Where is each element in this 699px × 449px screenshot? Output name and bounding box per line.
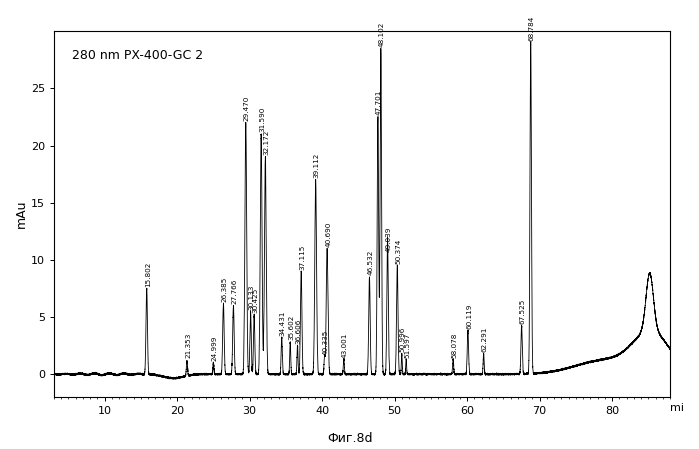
Text: 15.802: 15.802	[145, 261, 151, 287]
Text: 47.701: 47.701	[376, 90, 382, 115]
Text: 68.784: 68.784	[529, 16, 535, 41]
Text: 62.291: 62.291	[482, 326, 488, 352]
Text: 48.102: 48.102	[379, 21, 385, 47]
Text: 27.766: 27.766	[231, 278, 238, 304]
Y-axis label: mAu: mAu	[15, 200, 28, 229]
Text: 280 nm PX-400-GC 2: 280 nm PX-400-GC 2	[73, 49, 203, 62]
Text: 24.999: 24.999	[212, 335, 217, 361]
Text: 43.001: 43.001	[342, 332, 348, 357]
Text: 40.690: 40.690	[325, 221, 331, 247]
Text: 51.597: 51.597	[404, 332, 410, 357]
Text: 29.470: 29.470	[244, 96, 250, 121]
Text: 49.039: 49.039	[386, 227, 391, 252]
Text: 60.119: 60.119	[466, 304, 472, 329]
Text: 31.590: 31.590	[259, 107, 265, 132]
Text: 37.115: 37.115	[299, 244, 305, 269]
Text: 30.425: 30.425	[252, 288, 258, 313]
Text: 30.133: 30.133	[249, 284, 254, 309]
Text: 40.335: 40.335	[323, 330, 329, 355]
Text: 36.606: 36.606	[296, 318, 301, 344]
Text: 50.374: 50.374	[396, 238, 401, 264]
Text: mi: mi	[670, 403, 684, 413]
Text: 50.996: 50.996	[400, 326, 406, 352]
Text: 32.172: 32.172	[264, 130, 269, 155]
Text: 26.385: 26.385	[222, 276, 227, 302]
Text: Фиг.8d: Фиг.8d	[326, 431, 373, 445]
Text: 21.353: 21.353	[185, 332, 191, 357]
Text: 34.431: 34.431	[280, 310, 286, 336]
Text: 67.525: 67.525	[519, 299, 526, 325]
Text: 39.112: 39.112	[314, 153, 319, 178]
Text: 46.532: 46.532	[368, 250, 373, 275]
Text: 35.602: 35.602	[288, 315, 294, 340]
Text: 58.078: 58.078	[452, 332, 457, 357]
